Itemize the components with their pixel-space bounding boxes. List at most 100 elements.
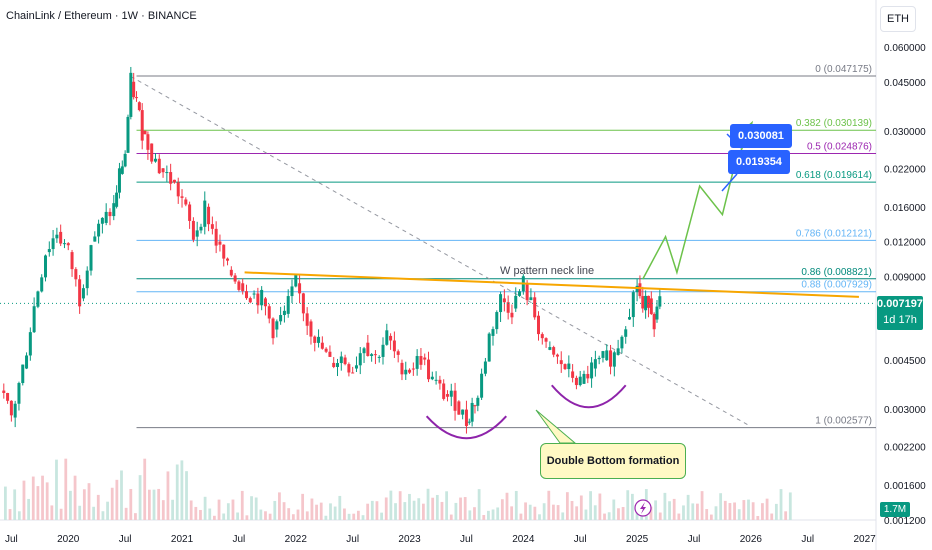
volume-bar-46 xyxy=(217,499,221,520)
candle-body xyxy=(377,356,381,358)
volume-bar-142 xyxy=(663,492,667,520)
candle-body xyxy=(644,295,648,311)
volume-bar-158 xyxy=(737,509,741,520)
volume-bar-3 xyxy=(17,511,21,520)
volume-bar-139 xyxy=(649,506,653,520)
candle-body xyxy=(464,409,468,427)
candle-body xyxy=(415,356,419,369)
volume-bar-101 xyxy=(473,507,476,520)
volume-bar-159 xyxy=(742,500,746,520)
volume-bar-123 xyxy=(575,506,579,520)
volume-bar-99 xyxy=(463,497,467,520)
volume-bar-104 xyxy=(487,510,490,520)
x-tick-label-0: Jul xyxy=(5,534,18,545)
candle-body xyxy=(525,283,529,301)
volume-bar-1 xyxy=(8,509,12,520)
candle-body xyxy=(491,329,495,336)
x-tick-label-3: 2021 xyxy=(171,534,194,545)
candle-body xyxy=(609,350,613,367)
volume-bar-45 xyxy=(213,515,216,520)
volume-bar-148 xyxy=(691,503,695,520)
candle-body xyxy=(218,241,222,245)
candle-body xyxy=(59,231,63,244)
volume-bar-63 xyxy=(296,509,300,520)
candle-body xyxy=(9,400,13,416)
currency-button[interactable]: ETH xyxy=(880,6,916,32)
candle-body xyxy=(25,355,29,369)
volume-bar-49 xyxy=(231,499,235,520)
candle-body xyxy=(214,228,218,246)
x-tick-label-7: 2023 xyxy=(398,534,421,545)
volume-bar-68 xyxy=(319,502,323,520)
volume-bar-35 xyxy=(166,471,170,520)
candle-body xyxy=(601,351,605,358)
candle-body xyxy=(419,356,423,365)
candle-body xyxy=(229,269,233,276)
candle-body xyxy=(195,230,199,237)
fib-label-0.86: 0.86 (0.008821) xyxy=(801,267,872,278)
volume-bar-166 xyxy=(774,503,778,520)
candle-body xyxy=(354,365,358,369)
candle-body xyxy=(188,204,192,221)
volume-bar-81 xyxy=(380,512,383,520)
volume-bar-98 xyxy=(459,497,462,520)
candle-body xyxy=(442,383,446,399)
volume-bar-89 xyxy=(417,498,421,520)
candle-body xyxy=(176,182,180,197)
volume-bar-94 xyxy=(440,501,444,520)
candle-body xyxy=(347,364,351,373)
candle-body xyxy=(244,291,248,299)
candle-body xyxy=(396,351,400,355)
volume-bar-36 xyxy=(171,499,174,520)
candle-body xyxy=(89,245,93,271)
candle-body xyxy=(47,249,51,253)
x-tick-label-15: 2027 xyxy=(853,534,876,545)
volume-bar-64 xyxy=(301,493,305,520)
volume-bar-71 xyxy=(333,506,337,520)
candle-body xyxy=(544,338,548,342)
candle-body xyxy=(392,340,396,352)
candle-body xyxy=(638,283,642,297)
candle-body xyxy=(2,390,6,394)
candle-body xyxy=(620,336,624,349)
candle-body xyxy=(628,317,632,320)
volume-bar-58 xyxy=(273,500,277,520)
candle-body xyxy=(487,333,491,362)
candle-body xyxy=(343,357,347,365)
candle-body xyxy=(366,342,370,356)
candle-body xyxy=(502,298,506,303)
volume-bar-126 xyxy=(589,491,592,520)
fib-label-0.382: 0.382 (0.030139) xyxy=(796,118,872,129)
candle-body xyxy=(652,313,656,330)
candle-body xyxy=(506,302,510,313)
candle-body xyxy=(263,298,267,307)
fib-label-0.786: 0.786 (0.012121) xyxy=(796,228,872,239)
candle-body xyxy=(256,293,260,306)
volume-bar-106 xyxy=(496,507,500,520)
fib-label-0: 0 (0.047175) xyxy=(815,64,872,75)
candle-body xyxy=(593,359,597,369)
candle-body xyxy=(370,354,374,356)
volume-bar-109 xyxy=(510,506,514,520)
candle-body xyxy=(100,217,104,224)
y-tick-label-6: 0.009000 xyxy=(884,272,926,283)
volume-bar-67 xyxy=(315,504,318,520)
volume-bar-164 xyxy=(765,498,769,520)
candle-body xyxy=(552,347,556,355)
candle-body xyxy=(362,348,366,354)
volume-bar-116 xyxy=(542,503,546,520)
volume-bar-75 xyxy=(352,513,356,520)
volume-bar-23 xyxy=(110,487,114,520)
volume-bar-44 xyxy=(208,508,212,520)
candle-body xyxy=(586,373,590,379)
candle-body xyxy=(279,315,283,322)
candle-body xyxy=(132,81,136,98)
volume-bar-31 xyxy=(147,489,151,520)
volume-bar-167 xyxy=(779,489,783,520)
candle-body xyxy=(453,390,457,411)
candle-body xyxy=(476,397,480,406)
volume-bar-80 xyxy=(375,501,379,520)
candle-body xyxy=(112,203,116,217)
volume-bar-127 xyxy=(593,505,597,520)
